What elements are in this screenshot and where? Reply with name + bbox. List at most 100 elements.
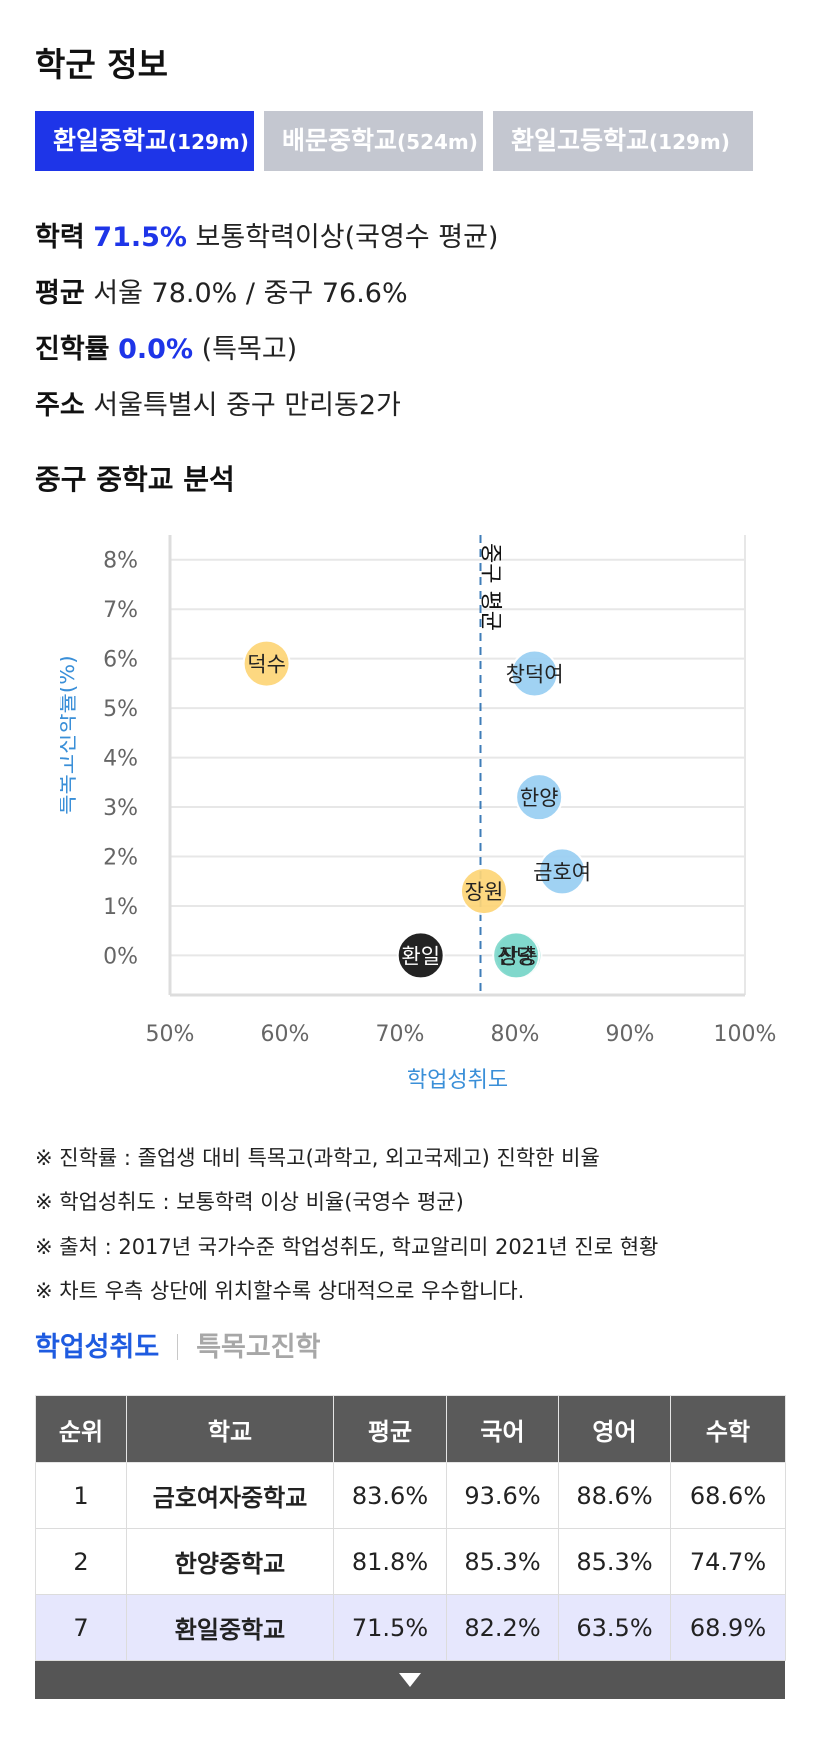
subtab-advance[interactable]: 특목고진학 — [196, 1332, 321, 1363]
info-average: 평균 서울 78.0% / 중구 76.6% — [35, 271, 408, 310]
cell-math: 68.6% — [670, 1462, 786, 1529]
cell-average: 81.8% — [333, 1528, 447, 1595]
data-point-환일 — [396, 931, 445, 980]
tab-school-2[interactable]: 배문중학교(524m) — [264, 111, 483, 171]
cell-school: 한양중학교 — [126, 1528, 334, 1595]
address-value: 서울특별시 중구 만리동2가 — [93, 390, 401, 421]
note-guide: ※ 차트 우측 상단에 위치할수록 상대적으로 우수합니다. — [35, 1279, 525, 1303]
info-label: 진학률 — [35, 334, 110, 365]
note-advance-rate: ※ 진학률 : 졸업생 대비 특목고(과학고, 외고국제고) 진학한 비율 — [35, 1146, 600, 1170]
tab-school-3[interactable]: 환일고등학교(129m) — [493, 111, 753, 171]
info-label: 주소 — [35, 390, 85, 421]
cell-english: 88.6% — [558, 1462, 671, 1529]
ranking-subtabs: 학업성취도 특목고진학 — [35, 1325, 320, 1364]
header-school: 학교 — [126, 1395, 334, 1463]
x-axis-title: 학업성취도 — [407, 1068, 508, 1093]
info-label: 학력 — [35, 222, 85, 253]
data-label-장충: 장충 — [499, 944, 538, 968]
cell-korean: 93.6% — [446, 1462, 559, 1529]
achievement-value: 71.5% — [93, 222, 187, 253]
data-label-덕수: 덕수 — [247, 653, 286, 677]
note-source: ※ 출처 : 2017년 국가수준 학업성취도, 학교알리미 2021년 진로 … — [35, 1235, 659, 1259]
tab-school-name: 환일중학교 — [53, 126, 169, 155]
cell-school: 환일중학교 — [126, 1594, 334, 1661]
cell-average: 83.6% — [333, 1462, 447, 1529]
y-tick-label: 0% — [103, 944, 138, 969]
x-tick-label: 60% — [261, 1022, 310, 1047]
data-label-창덕여: 창덕여 — [506, 662, 564, 686]
scatter-chart: 8% 7% 6% 5% 4% 3% 2% 1% 0% 50% 60% 70% 80% 90% 100% 학업성… — [60, 535, 777, 1093]
chevron-down-icon — [399, 1673, 421, 1687]
x-tick-label: 90% — [606, 1022, 655, 1047]
x-tick-label: 70% — [376, 1022, 425, 1047]
cell-english: 85.3% — [558, 1528, 671, 1595]
header-korean: 국어 — [446, 1395, 559, 1463]
cell-average: 71.5% — [333, 1594, 447, 1661]
tab-school-name: 환일고등학교 — [511, 126, 650, 155]
y-tick-label: 6% — [103, 648, 138, 673]
cell-english: 63.5% — [558, 1594, 671, 1661]
info-achievement: 학력 71.5% 보통학력이상(국영수 평균) — [35, 215, 498, 254]
y-tick-label: 4% — [103, 747, 138, 772]
analysis-title: 중구 중학교 분석 — [35, 463, 235, 496]
y-tick-label: 2% — [103, 846, 138, 871]
cell-korean: 85.3% — [446, 1528, 559, 1595]
header-average: 평균 — [333, 1395, 447, 1463]
advance-value: 0.0% — [118, 334, 194, 365]
tab-school-1[interactable]: 환일중학교(129m) — [35, 111, 254, 171]
data-label-환일: 환일 — [401, 944, 440, 968]
table-row: 2 한양중학교 81.8% 85.3% 85.3% 74.7% — [35, 1528, 786, 1595]
table-header-row: 순위 학교 평균 국어 영어 수학 — [35, 1395, 786, 1463]
x-tick-label: 50% — [146, 1022, 195, 1047]
table-row-current-school: 7 환일중학교 71.5% 82.2% 63.5% 68.9% — [35, 1594, 786, 1661]
header-math: 수학 — [670, 1395, 786, 1463]
cell-math: 68.9% — [670, 1594, 786, 1661]
y-tick-label: 7% — [103, 598, 138, 623]
header-rank: 순위 — [35, 1395, 127, 1463]
data-point-덕수 — [242, 639, 291, 688]
data-label-장원: 장원 — [465, 880, 504, 904]
cell-rank: 1 — [35, 1462, 127, 1529]
y-tick-label: 1% — [103, 895, 138, 920]
tab-school-name: 배문중학교 — [282, 126, 398, 155]
tab-school-distance: (129m) — [168, 130, 249, 154]
cell-school: 금호여자중학교 — [126, 1462, 334, 1529]
x-tick-label: 100% — [714, 1022, 777, 1047]
cell-rank: 7 — [35, 1594, 127, 1661]
school-tabs: 환일중학교(129m) 배문중학교(524m) 환일고등학교(129m) — [35, 111, 785, 171]
data-label-금호여: 금호여 — [533, 860, 591, 884]
subtab-divider — [177, 1334, 179, 1360]
info-address: 주소 서울특별시 중구 만리동2가 — [35, 383, 401, 422]
subtab-achievement[interactable]: 학업성취도 — [35, 1332, 160, 1363]
table-row: 1 금호여자중학교 83.6% 93.6% 88.6% 68.6% — [35, 1462, 786, 1529]
y-tick-label: 3% — [103, 796, 138, 821]
x-tick-label: 80% — [491, 1022, 540, 1047]
average-value: 서울 78.0% / 중구 76.6% — [93, 278, 408, 309]
data-point-창덕여 — [510, 649, 559, 698]
ranking-table: 순위 학교 평균 국어 영어 수학 1 금호여자중학교 83.6% 93.6% … — [35, 1395, 786, 1699]
plot-area — [170, 535, 745, 995]
district-average-label: 중구 평균 — [478, 543, 503, 631]
page-title: 학군 정보 — [35, 45, 168, 84]
data-point-장원 — [459, 867, 508, 916]
data-label-신당: 신당 — [497, 944, 536, 968]
info-label: 평균 — [35, 278, 85, 309]
data-point-금호여 — [538, 847, 587, 896]
y-tick-label: 5% — [103, 697, 138, 722]
cell-rank: 2 — [35, 1528, 127, 1595]
y-tick-label: 8% — [103, 549, 138, 574]
advance-desc: (특목고) — [201, 334, 298, 365]
cell-math: 74.7% — [670, 1528, 786, 1595]
achievement-desc: 보통학력이상(국영수 평균) — [195, 222, 499, 253]
data-label-한양: 한양 — [520, 786, 559, 810]
y-axis-title: 특목고진학률(%) — [60, 655, 80, 815]
expand-table-button[interactable] — [35, 1661, 785, 1699]
cell-korean: 82.2% — [446, 1594, 559, 1661]
data-point-한양 — [515, 773, 564, 822]
tab-school-distance: (524m) — [397, 130, 478, 154]
note-achievement: ※ 학업성취도 : 보통학력 이상 비율(국영수 평균) — [35, 1190, 464, 1214]
tab-school-distance: (129m) — [649, 130, 730, 154]
header-english: 영어 — [558, 1395, 671, 1463]
data-point-신당 — [492, 931, 541, 980]
